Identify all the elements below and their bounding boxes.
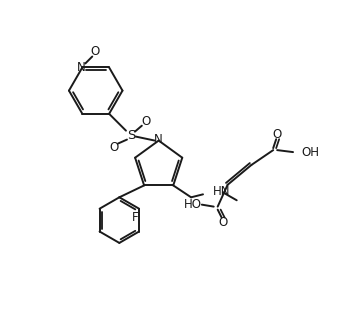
Text: O: O: [109, 141, 119, 154]
Text: O: O: [91, 45, 100, 58]
Text: F: F: [132, 211, 138, 224]
Text: HN: HN: [213, 185, 230, 198]
Text: S: S: [127, 129, 135, 142]
Text: N: N: [77, 61, 86, 74]
Text: O: O: [141, 115, 151, 128]
Text: OH: OH: [301, 146, 319, 159]
Text: O: O: [218, 216, 227, 229]
Text: HO: HO: [184, 198, 202, 211]
Text: N: N: [154, 133, 163, 146]
Text: O: O: [273, 128, 282, 141]
